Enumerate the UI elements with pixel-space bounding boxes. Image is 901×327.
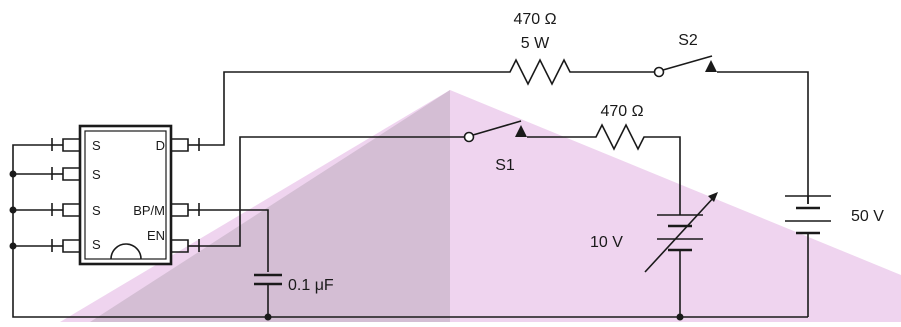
drain-loop [199, 55, 809, 317]
r2-value-label: 470 Ω [600, 103, 643, 120]
battery-10v [644, 192, 718, 273]
pin-lead-3 [51, 203, 80, 217]
pin-lead-1 [51, 138, 80, 152]
battery-10v-label: 10 V [590, 234, 623, 251]
pin-lead-bpm [171, 203, 200, 217]
battery-50v-label: 50 V [851, 208, 884, 225]
watermark [60, 90, 901, 322]
right-pin-leads [171, 138, 200, 253]
r1-power-label: 5 W [521, 35, 550, 52]
pin-lead-d [171, 138, 200, 152]
pin-label-en: EN [147, 228, 165, 243]
left-pin-leads [51, 138, 80, 253]
s2-label: S2 [678, 32, 698, 49]
pin-lead-2 [51, 167, 80, 181]
pin-label-s2: S [92, 167, 101, 182]
en-loop [199, 120, 681, 317]
pin-label-d: D [156, 138, 165, 153]
ic-package [78, 124, 173, 266]
pin-label-s1: S [92, 138, 101, 153]
s1-label: S1 [495, 157, 515, 174]
pin-label-bpm: BP/M [133, 203, 165, 218]
capacitor-label: 0.1 μF [288, 277, 334, 294]
bpm-capacitor [199, 209, 282, 317]
pin-label-s3: S [92, 203, 101, 218]
pin-lead-4 [51, 239, 80, 253]
pin-label-s4: S [92, 237, 101, 252]
battery-50v [785, 195, 831, 235]
r1-value-label: 470 Ω [513, 11, 556, 28]
